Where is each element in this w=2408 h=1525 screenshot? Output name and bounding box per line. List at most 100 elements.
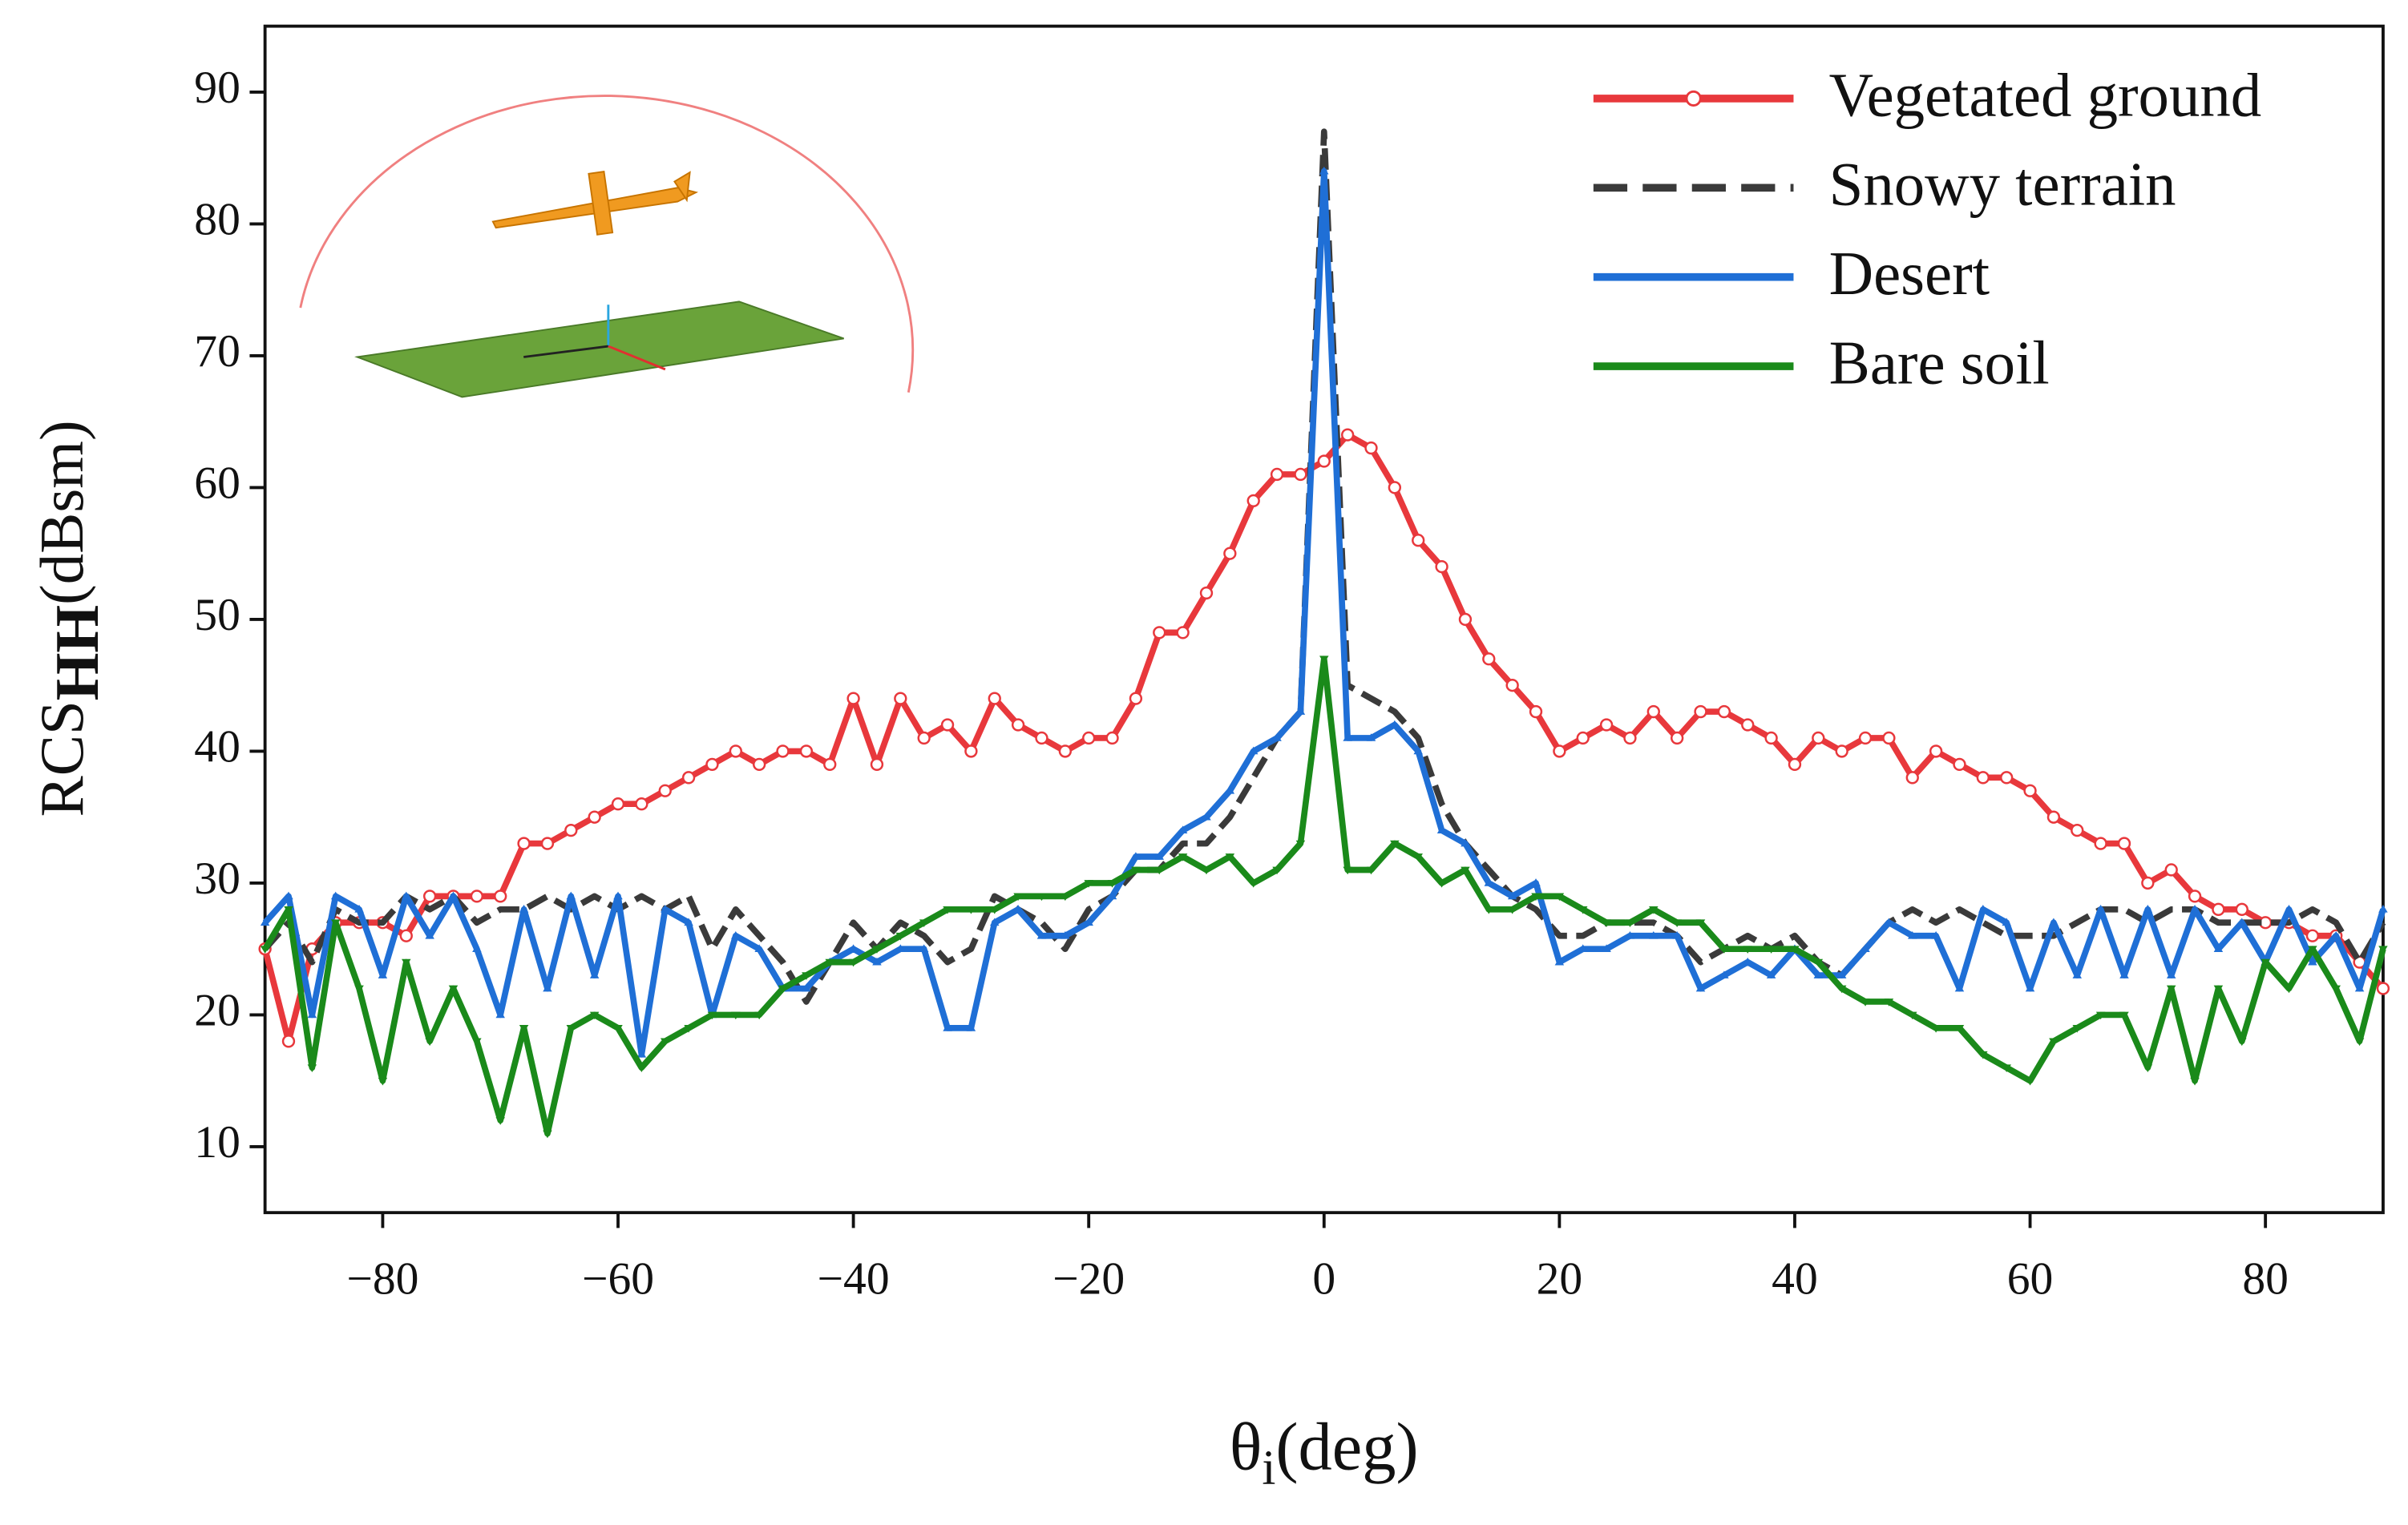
marker [2166, 970, 2176, 978]
marker [2023, 784, 2037, 797]
marker [1790, 946, 1800, 954]
marker [1788, 757, 1802, 772]
marker [778, 985, 788, 994]
marker [2190, 1077, 2200, 1086]
marker [1270, 467, 1284, 482]
inset-missile [491, 171, 699, 236]
marker [1035, 731, 1048, 745]
marker [307, 1010, 317, 1019]
x-tick-label: −80 [346, 1254, 418, 1305]
series-line [262, 128, 2386, 1005]
marker [425, 1038, 434, 1047]
marker [1625, 930, 1635, 939]
marker [2119, 1011, 2129, 1020]
series [262, 128, 2386, 1005]
marker [1599, 718, 1614, 732]
marker [402, 891, 411, 900]
marker [707, 1011, 717, 1020]
marker [1084, 880, 1093, 888]
marker [1105, 731, 1119, 745]
marker [705, 757, 719, 772]
marker [1129, 692, 1143, 705]
marker [1531, 878, 1541, 886]
marker [2237, 918, 2247, 926]
marker [1317, 454, 1331, 468]
marker [1884, 999, 1894, 1007]
marker [1694, 704, 1707, 719]
marker [2331, 985, 2341, 994]
marker [1576, 731, 1590, 745]
marker [1202, 812, 1211, 821]
marker [1295, 840, 1306, 849]
marker [1366, 866, 1376, 875]
marker [2237, 1038, 2247, 1047]
marker [966, 1023, 976, 1031]
marker [2046, 810, 2061, 824]
marker [1131, 866, 1141, 875]
marker [281, 1035, 296, 1048]
marker [2354, 1038, 2365, 1047]
marker [2000, 771, 2014, 785]
marker [1884, 918, 1894, 926]
marker [1625, 919, 1635, 928]
marker [2095, 1011, 2106, 1020]
marker [2378, 946, 2388, 954]
marker [2308, 946, 2317, 954]
marker [919, 919, 929, 928]
marker [2071, 823, 2084, 837]
inset-ground [354, 301, 844, 398]
marker [1813, 970, 1824, 978]
marker [1507, 906, 1517, 914]
marker [1907, 1011, 1917, 1020]
marker [1578, 944, 1588, 953]
marker [1649, 930, 1659, 939]
y-axis-label: RCSHH(dBsm) [27, 420, 111, 817]
marker [1905, 771, 1919, 785]
marker [1011, 718, 1025, 732]
marker [564, 823, 578, 837]
marker [1954, 1025, 1965, 1033]
marker [1482, 652, 1496, 666]
marker [1131, 852, 1141, 860]
marker [989, 918, 1000, 926]
marker [1743, 946, 1753, 954]
marker [1507, 891, 1517, 900]
marker [1978, 1051, 1988, 1059]
marker [1294, 467, 1307, 482]
marker [330, 891, 341, 900]
marker [1413, 746, 1423, 755]
marker [1390, 720, 1400, 728]
marker [1553, 744, 1566, 758]
y-tick-label: 70 [194, 326, 240, 377]
marker [2049, 918, 2059, 926]
marker [872, 957, 882, 966]
marker [2002, 918, 2011, 926]
marker [422, 890, 437, 903]
marker [1107, 880, 1117, 888]
marker [895, 932, 906, 941]
marker [2213, 985, 2224, 994]
legend-item: Bare soil [1593, 329, 2050, 397]
marker [1436, 825, 1447, 833]
marker [1741, 718, 1755, 732]
marker [1154, 866, 1165, 875]
marker [1013, 905, 1023, 913]
marker [1458, 612, 1473, 627]
marker [2212, 902, 2225, 916]
marker [613, 891, 623, 900]
marker [1343, 733, 1352, 741]
marker [799, 744, 814, 758]
marker [378, 970, 388, 978]
x-tick-label: 80 [2242, 1254, 2289, 1305]
marker [1036, 930, 1047, 939]
marker [2213, 944, 2224, 953]
marker [448, 985, 459, 994]
marker [566, 891, 576, 900]
marker [425, 930, 434, 939]
marker [2094, 837, 2107, 850]
marker [399, 929, 413, 942]
marker [635, 797, 648, 811]
marker [1554, 893, 1565, 902]
marker [2143, 905, 2153, 913]
